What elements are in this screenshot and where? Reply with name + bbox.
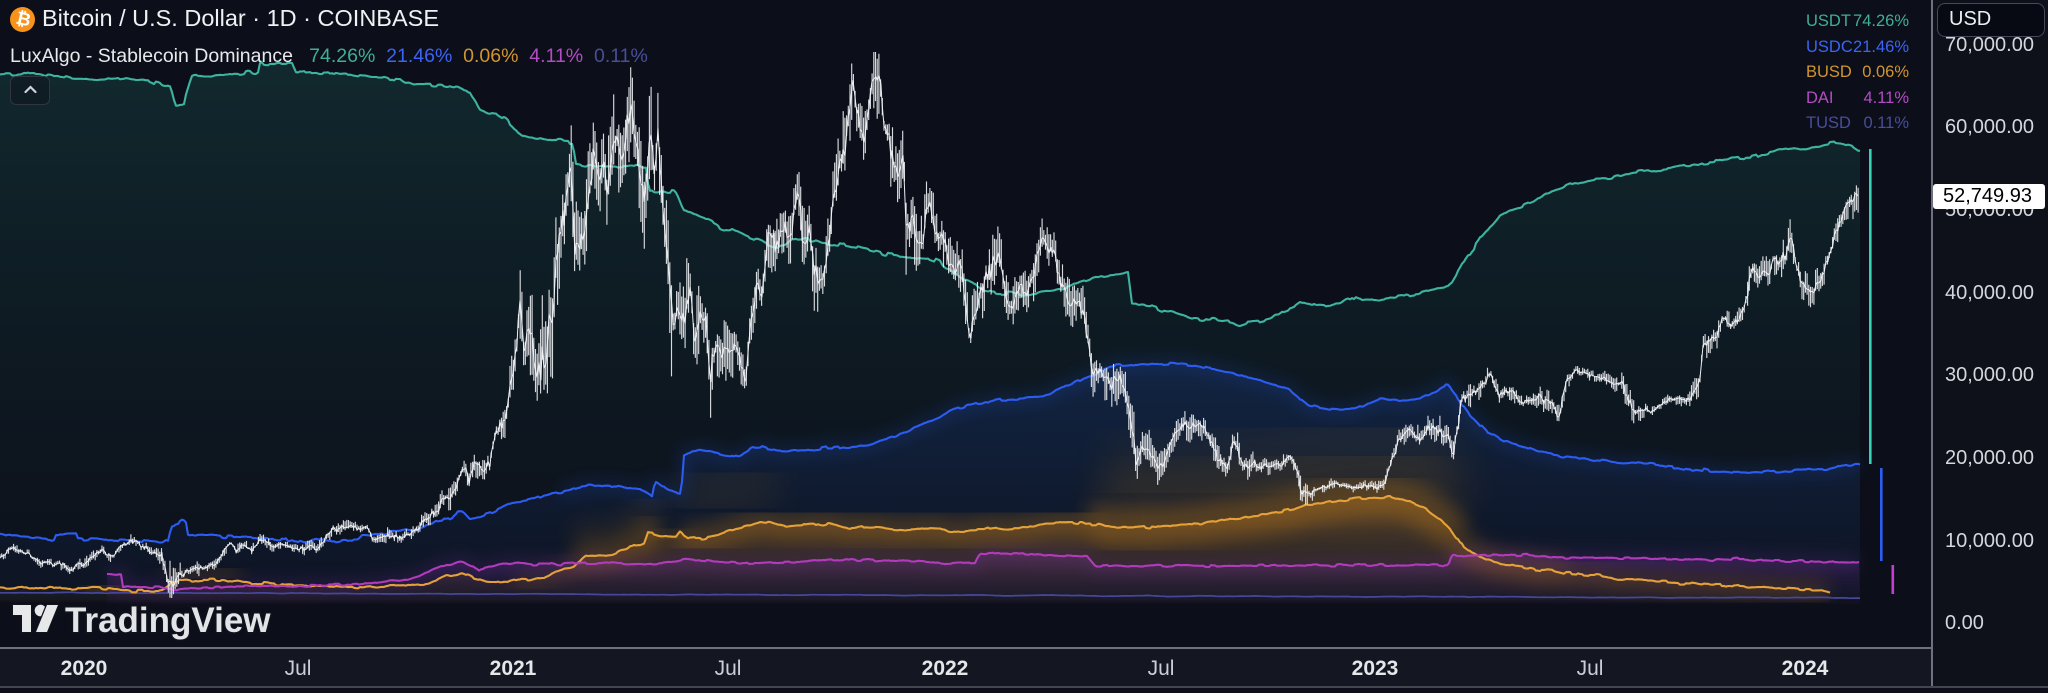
svg-text:TradingView: TradingView	[65, 601, 271, 640]
